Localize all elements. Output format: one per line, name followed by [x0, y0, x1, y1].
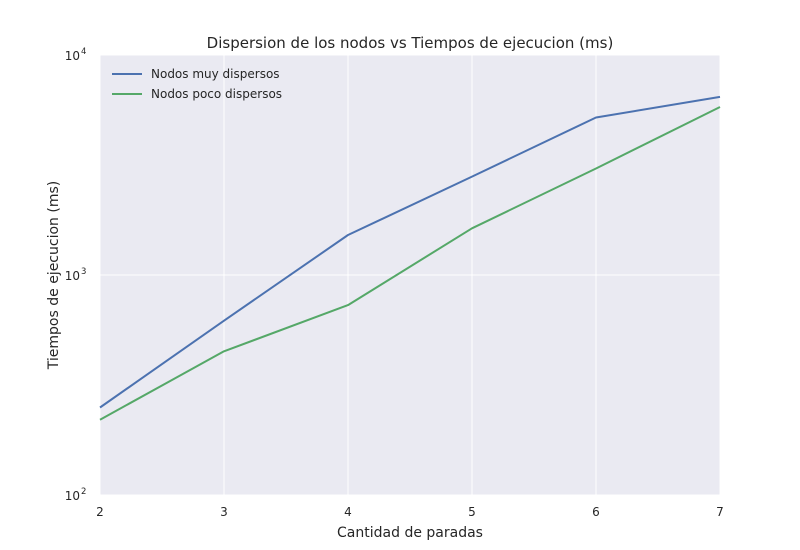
x-axis-label: Cantidad de paradas: [337, 525, 483, 541]
y-tick-label: 10: [65, 489, 80, 503]
y-tick-base: 10: [65, 489, 80, 503]
y-tick-exponent: 4: [81, 47, 86, 57]
x-tick-label: 6: [592, 505, 600, 519]
y-tick-label: 10: [65, 49, 80, 63]
y-tick-base: 10: [65, 269, 80, 283]
series-line-2: [99, 106, 721, 421]
x-tick-label: 3: [220, 505, 228, 519]
x-tick-labels: 2 3 4 5 6 7: [96, 505, 724, 519]
y-tick-exponent: 2: [81, 487, 86, 497]
y-tick-exponent: 3: [81, 267, 86, 277]
series-lines: [99, 95, 721, 421]
x-tick-label: 7: [716, 505, 724, 519]
legend-label: Nodos poco dispersos: [151, 87, 282, 101]
y-tick-label: 10: [65, 269, 80, 283]
legend-label: Nodos muy dispersos: [151, 67, 280, 81]
series-line-1: [99, 95, 721, 409]
x-tick-label: 2: [96, 505, 104, 519]
chart-title: Dispersion de los nodos vs Tiempos de ej…: [207, 34, 614, 52]
grid: [99, 54, 721, 496]
x-tick-label: 5: [468, 505, 476, 519]
legend: Nodos muy dispersos Nodos poco dispersos: [112, 67, 282, 101]
x-tick-label: 4: [344, 505, 352, 519]
y-axis-label: Tiempos de ejecucion (ms): [46, 181, 62, 370]
y-tick-base: 10: [65, 49, 80, 63]
